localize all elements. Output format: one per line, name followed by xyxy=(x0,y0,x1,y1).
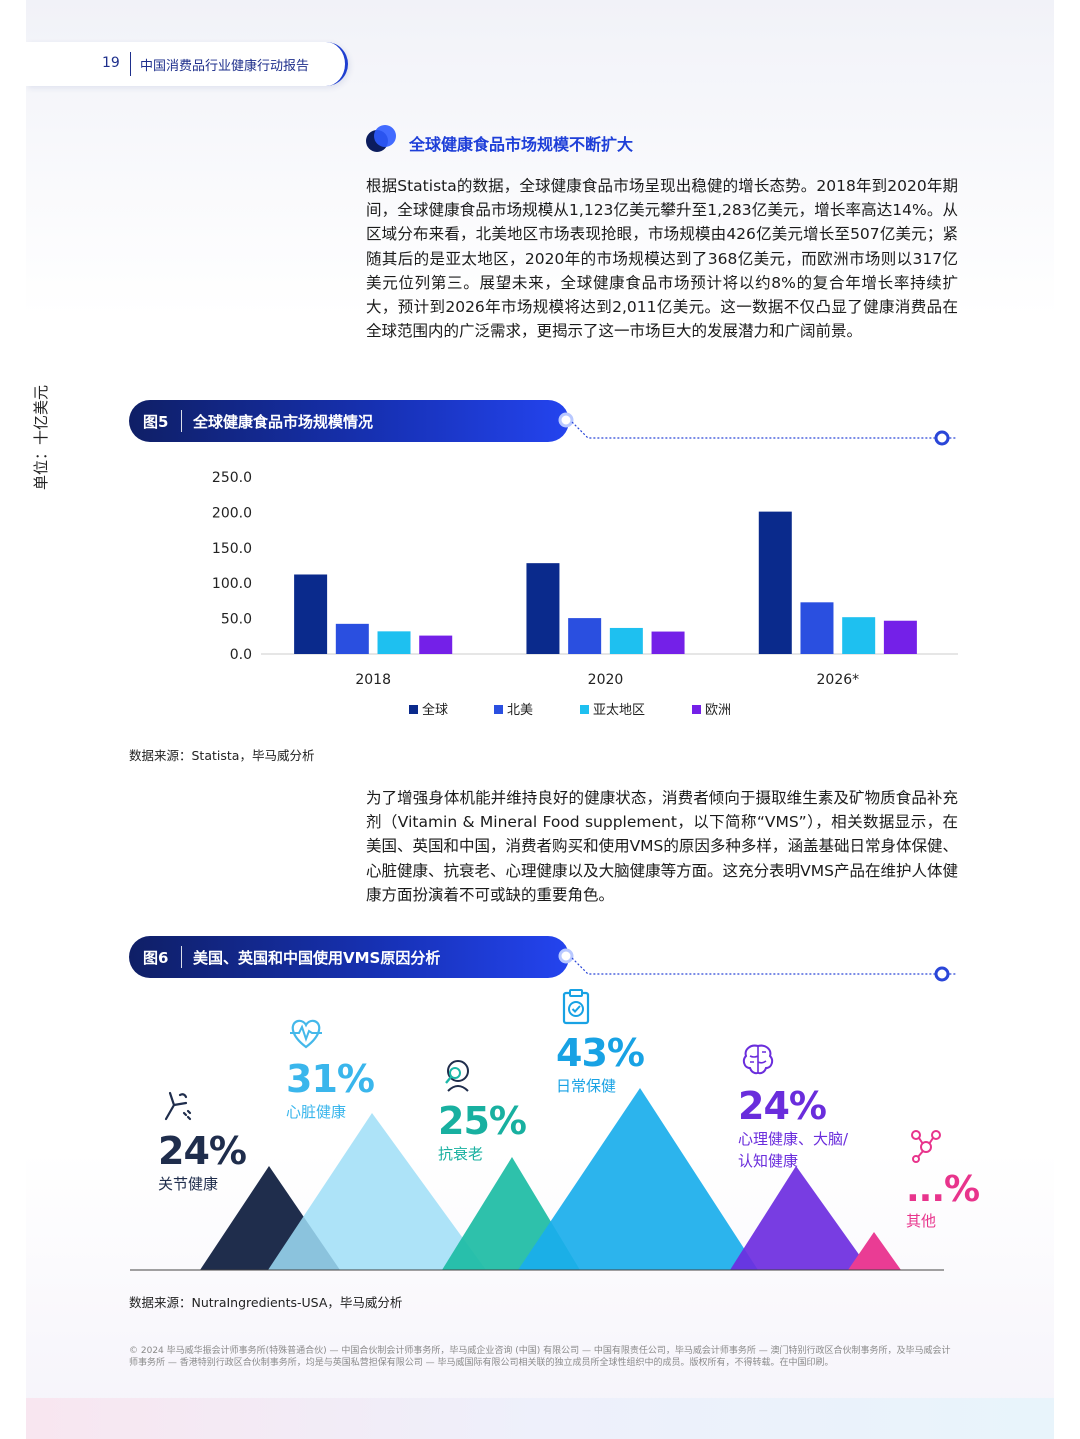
mountain-heart xyxy=(268,1113,486,1270)
vms-pct-other: ...% xyxy=(906,1169,980,1210)
vms-label-antiaging: 抗衰老 xyxy=(438,1145,484,1163)
bar-2026*-北美 xyxy=(800,602,834,654)
chart5-y-axis-title: 单位：十亿美元 xyxy=(32,384,50,490)
heart-pulse-icon xyxy=(290,1019,322,1049)
header-divider xyxy=(130,52,131,76)
section-bullet-icon xyxy=(366,125,396,155)
bar-2020-全球 xyxy=(526,563,560,654)
x-tick-label: 2020 xyxy=(588,672,624,688)
clipboard-check-icon xyxy=(562,989,590,1025)
paragraph-vms: 为了增强身体机能并维持良好的健康状态，消费者倾向于摄取维生素及矿物质食品补充剂（… xyxy=(366,789,958,904)
header-tab: 19 中国消费品行业健康行动报告 xyxy=(26,42,348,86)
page: 19 中国消费品行业健康行动报告 全球健康食品市场规模不断扩大 根据Statis… xyxy=(26,0,1054,1439)
figure6-title: 美国、英国和中国使用VMS原因分析 xyxy=(193,949,441,967)
bar-2018-北美 xyxy=(335,623,369,654)
figure6-banner: 图6 美国、英国和中国使用VMS原因分析 xyxy=(129,936,569,978)
vms-pct-heart: 31% xyxy=(286,1057,375,1101)
figure5-label: 图5 xyxy=(143,413,169,431)
bottom-decorative-band xyxy=(26,1398,1054,1439)
y-tick-label: 0.0 xyxy=(230,647,252,663)
bar-2020-欧洲 xyxy=(651,631,685,654)
bar-2026*-全球 xyxy=(758,511,792,654)
section-heading: 全球健康食品市场规模不断扩大 xyxy=(409,135,634,154)
molecule-icon xyxy=(911,1130,941,1163)
mountain-other xyxy=(848,1232,901,1270)
mountain-brain xyxy=(730,1166,870,1270)
report-title: 中国消费品行业健康行动报告 xyxy=(140,59,310,74)
bar-2020-亚太地区 xyxy=(609,627,643,654)
vms-item-brain: 24% 心理健康、大脑/ 认知健康 xyxy=(738,1040,848,1172)
vms-pct-daily: 43% xyxy=(556,1031,645,1075)
legend-swatch-亚太地区 xyxy=(580,705,589,714)
vms-item-antiaging: 25% 抗衰老 xyxy=(438,1055,527,1165)
vms-pct-antiaging: 25% xyxy=(438,1099,527,1143)
vms-item-daily: 43% 日常保健 xyxy=(556,987,645,1097)
vms-item-heart: 31% 心脏健康 xyxy=(286,1013,375,1123)
paragraph-market-size: 根据Statista的数据，全球健康食品市场呈现出稳健的增长态势。2018年到2… xyxy=(366,177,958,341)
footer-copyright: © 2024 毕马威华振会计师事务所(特殊普通合伙) — 中国合伙制会计师事务所… xyxy=(129,1346,951,1368)
joint-icon xyxy=(164,1091,192,1121)
vms-pct-brain: 24% xyxy=(738,1084,827,1128)
legend-label: 亚太地区 xyxy=(593,703,645,718)
x-tick-label: 2018 xyxy=(355,672,391,688)
vms-item-other: ...% 其他 xyxy=(906,1125,980,1232)
bar-2026*-欧洲 xyxy=(883,620,917,654)
vms-pct-joint: 24% xyxy=(158,1129,247,1173)
vms-item-joint: 24% 关节健康 xyxy=(158,1085,247,1195)
legend-label: 全球 xyxy=(422,702,448,718)
y-tick-label: 50.0 xyxy=(221,612,252,628)
bar-2018-欧洲 xyxy=(419,635,453,654)
x-tick-label: 2026* xyxy=(817,672,860,688)
vms-label-heart: 心脏健康 xyxy=(286,1103,347,1121)
legend-label: 欧洲 xyxy=(705,703,731,718)
y-tick-label: 250.0 xyxy=(212,470,252,486)
vms-label-brain-line2: 认知健康 xyxy=(738,1152,799,1170)
bar-2020-北美 xyxy=(568,618,602,654)
mountain-daily xyxy=(518,1088,758,1270)
legend-swatch-全球 xyxy=(409,705,418,714)
y-tick-label: 150.0 xyxy=(212,541,252,557)
figure6-connector xyxy=(558,948,956,982)
figure5-source: 数据来源：Statista，毕马威分析 xyxy=(129,748,315,763)
legend-swatch-欧洲 xyxy=(692,705,701,714)
figure5-title: 全球健康食品市场规模情况 xyxy=(193,413,374,431)
figure6-label: 图6 xyxy=(143,949,169,967)
vms-label-brain-line1: 心理健康、大脑/ xyxy=(738,1130,849,1148)
vms-label-other: 其他 xyxy=(906,1212,937,1230)
bar-2018-亚太地区 xyxy=(377,631,411,654)
vms-mountains xyxy=(130,1088,944,1271)
vms-label-joint: 关节健康 xyxy=(158,1175,219,1193)
figure6-vms-chart: 24% 关节健康 31% 心脏健康 25% 抗衰老 xyxy=(126,985,980,1285)
vms-label-daily: 日常保健 xyxy=(556,1077,617,1095)
y-tick-label: 200.0 xyxy=(212,505,252,521)
bar-2026*-亚太地区 xyxy=(842,617,876,654)
legend-swatch-北美 xyxy=(494,705,503,714)
page-number: 19 xyxy=(102,55,120,71)
figure5-connector xyxy=(558,412,956,446)
bar-2018-全球 xyxy=(294,574,328,654)
figure6-source: 数据来源：NutraIngredients-USA，毕马威分析 xyxy=(129,1295,403,1310)
legend-label: 北美 xyxy=(507,703,533,718)
figure5-banner: 图5 全球健康食品市场规模情况 xyxy=(129,400,569,442)
anti-aging-icon xyxy=(445,1060,469,1092)
y-tick-label: 100.0 xyxy=(212,576,252,592)
chart5: 0.0 50.0 100.0 150.0 200.0 250.0 2018 2020 2026*… xyxy=(212,470,958,718)
brain-icon xyxy=(742,1044,774,1075)
